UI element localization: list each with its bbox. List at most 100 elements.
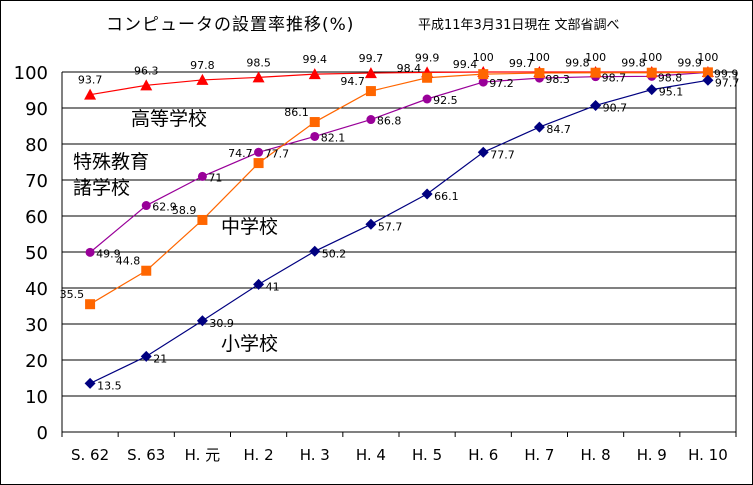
series-label-elementary: 小学校 bbox=[221, 333, 279, 355]
data-label: 98.7 bbox=[602, 72, 627, 85]
marker-diamond bbox=[533, 121, 545, 133]
y-tick-label: 60 bbox=[25, 207, 48, 228]
y-tick-label: 50 bbox=[25, 243, 48, 264]
x-tick-label: H. 6 bbox=[468, 446, 498, 464]
data-label: 99.8 bbox=[621, 57, 646, 70]
data-label: 92.5 bbox=[433, 94, 458, 107]
marker-circle bbox=[197, 171, 207, 181]
chart-source-note: 平成11年3月31日現在 文部省調べ bbox=[418, 18, 620, 33]
marker-square bbox=[646, 67, 657, 78]
y-tick-label: 30 bbox=[25, 315, 48, 336]
marker-square bbox=[590, 67, 601, 78]
marker-diamond bbox=[477, 146, 489, 158]
data-label: 44.8 bbox=[116, 255, 141, 268]
data-label: 99.9 bbox=[714, 67, 739, 80]
marker-triangle bbox=[196, 73, 209, 85]
chart-title: コンピュータの設置率推移(%) bbox=[106, 15, 355, 35]
marker-triangle bbox=[308, 68, 321, 80]
marker-circle bbox=[141, 201, 151, 211]
marker-diamond bbox=[309, 245, 321, 257]
data-label: 97.8 bbox=[190, 59, 215, 72]
y-tick-label: 0 bbox=[37, 423, 48, 444]
data-label: 62.9 bbox=[152, 201, 177, 214]
series-line-3 bbox=[89, 79, 709, 384]
marker-square bbox=[534, 68, 545, 79]
x-tick-label: H. 元 bbox=[185, 446, 221, 464]
marker-circle bbox=[310, 131, 320, 141]
y-tick-label: 100 bbox=[14, 63, 48, 84]
data-label: 100 bbox=[697, 51, 718, 64]
data-label: 35.5 bbox=[60, 288, 85, 301]
data-label: 98.8 bbox=[658, 71, 683, 84]
marker-square bbox=[702, 67, 713, 78]
marker-diamond bbox=[196, 315, 208, 327]
data-label: 86.8 bbox=[377, 115, 402, 128]
y-tick-label: 10 bbox=[25, 387, 48, 408]
data-label: 82.1 bbox=[321, 131, 346, 144]
x-tick-label: H. 8 bbox=[581, 446, 611, 464]
data-label: 96.3 bbox=[134, 64, 159, 77]
data-label: 99.8 bbox=[565, 57, 590, 70]
marker-diamond bbox=[646, 84, 658, 96]
data-label: 98.4 bbox=[397, 62, 422, 75]
series-label-special-line-1: 特殊教育 bbox=[73, 151, 150, 173]
series-line-0 bbox=[89, 71, 708, 96]
marker-diamond bbox=[421, 188, 433, 200]
marker-circle bbox=[254, 147, 264, 157]
marker-triangle bbox=[364, 67, 377, 79]
data-label: 90.7 bbox=[603, 101, 628, 114]
marker-square bbox=[197, 214, 208, 225]
y-tick-label: 80 bbox=[25, 135, 48, 156]
marker-diamond bbox=[84, 377, 96, 389]
x-tick-label: H. 5 bbox=[412, 446, 442, 464]
marker-circle bbox=[422, 94, 432, 104]
series-label-special-line-2: 諸学校 bbox=[73, 177, 131, 199]
data-label: 99.9 bbox=[415, 51, 440, 64]
marker-diamond bbox=[590, 99, 602, 111]
data-label: 98.5 bbox=[246, 56, 271, 69]
x-tick-label: H. 10 bbox=[688, 446, 728, 464]
marker-square bbox=[422, 72, 433, 83]
marker-triangle bbox=[84, 88, 97, 100]
data-label: 99.4 bbox=[303, 53, 328, 66]
data-label: 94.7 bbox=[340, 75, 365, 88]
data-label: 99.4 bbox=[453, 58, 478, 71]
series-line-2 bbox=[89, 71, 708, 305]
marker-square bbox=[365, 86, 376, 97]
data-label: 99.9 bbox=[677, 56, 702, 69]
series-markers bbox=[84, 66, 714, 389]
y-tick-label: 70 bbox=[25, 171, 48, 192]
marker-diamond bbox=[365, 218, 377, 230]
data-label: 50.2 bbox=[322, 247, 347, 260]
y-tick-label: 20 bbox=[25, 351, 48, 372]
marker-square bbox=[141, 265, 152, 276]
data-label: 74.7 bbox=[228, 147, 253, 160]
marker-diamond bbox=[140, 350, 152, 362]
data-label: 71 bbox=[208, 171, 222, 184]
data-label: 30.9 bbox=[209, 317, 234, 330]
x-tick-label: H. 4 bbox=[356, 446, 386, 464]
series-label-junior-high: 中学校 bbox=[221, 216, 279, 238]
series-line-1 bbox=[89, 71, 708, 253]
x-tick-label: S. 63 bbox=[127, 446, 165, 464]
data-label: 93.7 bbox=[78, 74, 103, 87]
data-label: 100 bbox=[529, 51, 550, 64]
data-label: 97.7 bbox=[715, 76, 740, 89]
marker-square bbox=[309, 117, 320, 128]
data-label: 77.7 bbox=[490, 148, 515, 161]
marker-circle bbox=[478, 77, 488, 87]
data-label: 99.7 bbox=[359, 52, 384, 65]
marker-square bbox=[85, 299, 96, 310]
marker-circle bbox=[366, 115, 376, 125]
marker-square bbox=[253, 158, 264, 169]
x-tick-label: S. 62 bbox=[71, 446, 109, 464]
data-label: 98.3 bbox=[545, 73, 570, 86]
marker-square bbox=[478, 69, 489, 80]
data-labels: 93.796.3 97.8 98.5 99.4 99.7 99.9 100 100 100 100… bbox=[60, 51, 740, 392]
marker-triangle bbox=[140, 79, 153, 91]
data-label: 99.7 bbox=[509, 57, 534, 70]
data-label: 84.7 bbox=[546, 123, 571, 136]
y-tick-label: 90 bbox=[25, 99, 48, 120]
